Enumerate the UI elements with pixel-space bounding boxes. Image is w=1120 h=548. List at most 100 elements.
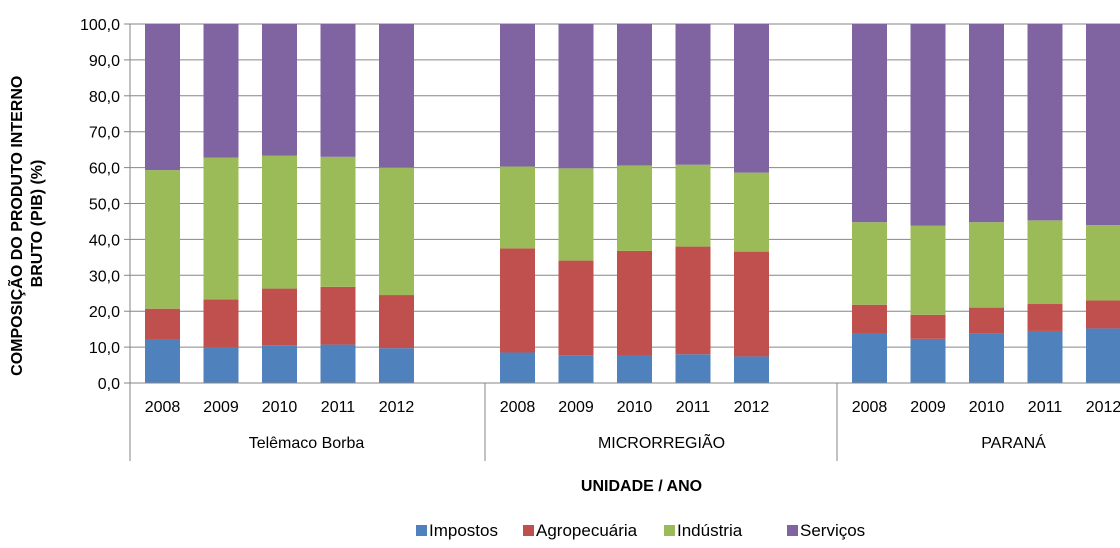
x-year-label: 2008 <box>145 399 181 416</box>
bar-segment <box>262 155 297 289</box>
bar-segment <box>969 24 1004 223</box>
bar-segment <box>379 167 414 296</box>
bars <box>145 24 1120 383</box>
bar-segment <box>262 288 297 346</box>
bar-segment <box>320 344 356 383</box>
x-year-label: 2009 <box>910 399 946 416</box>
legend: Impostos Agropecuária Indústria Serviços <box>416 521 865 540</box>
bar-segment <box>203 157 239 300</box>
y-axis-title: COMPOSIÇÃO DO PRODUTO INTERNO BRUTO (PIB… <box>6 71 46 376</box>
bar-segment <box>617 165 652 251</box>
y-tick-label: 10,0 <box>89 340 120 357</box>
y-tick-labels: 0,0 10,0 20,0 30,0 40,0 50,0 60,0 70,0 80,0 90,0 1… <box>80 17 120 393</box>
bar-segment <box>852 24 887 223</box>
bar-segment <box>1086 225 1120 301</box>
bar-segment <box>145 339 180 383</box>
y-tick-label: 30,0 <box>89 268 120 285</box>
bar-segment <box>734 251 769 357</box>
x-year-label: 2009 <box>203 399 239 416</box>
bar-segment <box>262 345 297 383</box>
y-tick-label: 40,0 <box>89 232 120 249</box>
bar-segment <box>203 299 239 348</box>
bar-segment <box>910 338 946 383</box>
bar-segment <box>203 347 239 383</box>
bar-segment <box>500 24 535 167</box>
bar-segment <box>500 248 535 353</box>
bar-segment <box>617 354 652 383</box>
y-axis-title-line-2: BRUTO (PIB) (%) <box>29 160 46 288</box>
bar-segment <box>379 348 414 383</box>
x-category-labels: 2008 2009 2010 2011 2012 Telêmaco Borba 2008 20… <box>145 399 1120 452</box>
x-year-label: 2011 <box>676 399 711 416</box>
bar-segment <box>852 333 887 383</box>
x-year-label: 2009 <box>558 399 594 416</box>
y-tick-label: 100,0 <box>80 17 120 34</box>
x-year-label: 2011 <box>321 399 356 416</box>
bar-segment <box>617 250 652 355</box>
y-tick-label: 80,0 <box>89 89 120 106</box>
bar-segment <box>203 24 239 158</box>
axes <box>129 24 1120 461</box>
x-year-label: 2012 <box>734 399 770 416</box>
bar-segment <box>969 307 1004 334</box>
bar-segment <box>1086 300 1120 329</box>
bar-segment <box>910 225 946 315</box>
bar-segment <box>852 222 887 305</box>
legend-label: Agropecuária <box>536 521 638 540</box>
bar-segment <box>1027 304 1063 331</box>
bar-segment <box>320 156 356 287</box>
bar-segment <box>1027 220 1063 305</box>
legend-label: Impostos <box>429 521 498 540</box>
bar-segment <box>379 295 414 349</box>
bar-segment <box>910 314 946 339</box>
bar-segment <box>558 24 594 169</box>
bar-segment <box>145 170 180 309</box>
legend-label: Serviços <box>800 521 865 540</box>
bar-segment <box>558 168 594 261</box>
x-year-label: 2010 <box>262 399 298 416</box>
x-group-label: MICRORREGIÃO <box>598 432 725 452</box>
bar-segment <box>145 308 180 340</box>
bar-segment <box>852 304 887 334</box>
bar-segment <box>675 354 711 383</box>
legend-label: Indústria <box>677 521 743 540</box>
x-year-label: 2012 <box>1086 399 1120 416</box>
y-axis-title-line-1: COMPOSIÇÃO DO PRODUTO INTERNO <box>6 76 26 376</box>
bar-segment <box>734 24 769 173</box>
bar-segment <box>379 24 414 168</box>
bar-segment <box>262 24 297 156</box>
bar-segment <box>145 24 180 171</box>
legend-swatch <box>787 525 798 536</box>
bar-segment <box>617 24 652 166</box>
bar-segment <box>675 164 711 247</box>
bar-segment <box>558 355 594 383</box>
y-tick-label: 70,0 <box>89 125 120 142</box>
bar-segment <box>1027 24 1063 221</box>
bar-segment <box>675 24 711 165</box>
bar-segment <box>734 356 769 383</box>
x-year-label: 2010 <box>969 399 1005 416</box>
x-year-label: 2012 <box>379 399 415 416</box>
bar-segment <box>1027 330 1063 383</box>
bar-segment <box>500 166 535 249</box>
bar-segment <box>320 24 356 157</box>
bar-segment <box>320 286 356 345</box>
x-group-label: Telêmaco Borba <box>249 435 365 452</box>
bar-segment <box>558 260 594 356</box>
x-year-label: 2008 <box>500 399 536 416</box>
bar-segment <box>734 172 769 252</box>
x-year-label: 2008 <box>852 399 888 416</box>
bar-segment <box>500 352 535 383</box>
bar-segment <box>910 24 946 226</box>
y-tick-label: 90,0 <box>89 53 120 70</box>
x-year-label: 2011 <box>1028 399 1063 416</box>
y-tick-label: 20,0 <box>89 304 120 321</box>
bar-segment <box>1086 328 1120 383</box>
legend-swatch <box>523 525 534 536</box>
x-year-label: 2010 <box>617 399 653 416</box>
y-tick-label: 0,0 <box>98 376 120 393</box>
x-group-label: PARANÁ <box>981 433 1046 452</box>
legend-swatch <box>664 525 675 536</box>
x-axis-title: UNIDADE / ANO <box>581 478 702 495</box>
